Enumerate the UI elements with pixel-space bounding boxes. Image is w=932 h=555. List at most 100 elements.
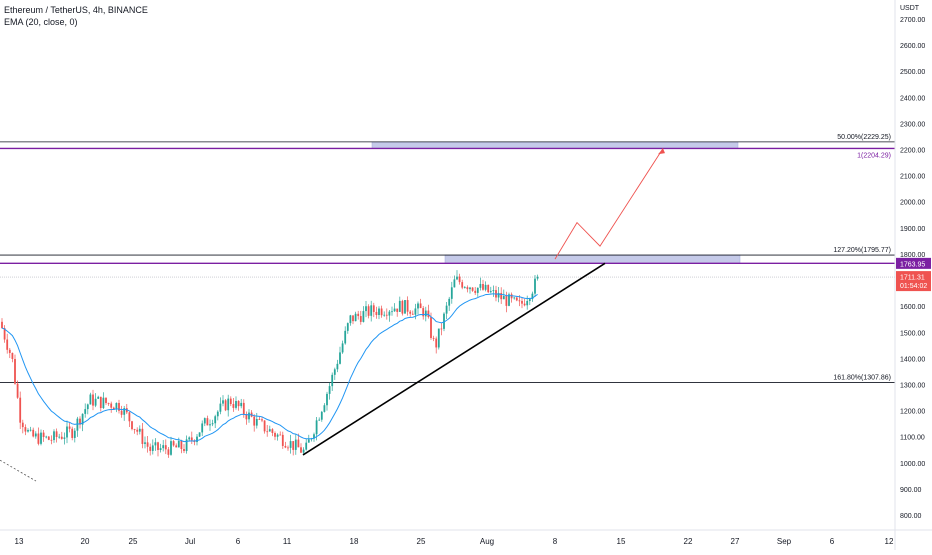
price-tick-label: 800.00	[900, 513, 922, 520]
candle	[68, 422, 71, 433]
candle-body	[232, 404, 235, 408]
candle	[521, 297, 523, 309]
candle-body	[170, 441, 172, 455]
candle-body	[55, 431, 58, 438]
candle-body	[141, 428, 144, 444]
candle	[94, 393, 97, 408]
candle-body	[328, 386, 331, 394]
candle	[255, 412, 258, 429]
candle	[172, 440, 175, 447]
candle-body	[131, 421, 133, 430]
candle	[6, 333, 9, 354]
candle	[170, 436, 172, 456]
candle	[183, 444, 185, 454]
candle-body	[401, 300, 404, 314]
candle	[339, 346, 341, 365]
candle-body	[6, 339, 9, 350]
price-tick-label: 2200.00	[900, 148, 925, 155]
candle-body	[474, 290, 477, 293]
candle	[29, 426, 32, 432]
candle-body	[437, 328, 440, 348]
candle-body	[536, 276, 539, 279]
candle-body	[440, 328, 443, 330]
time-tick-label: Sep	[777, 537, 792, 546]
candle-body	[432, 337, 435, 339]
candle	[484, 281, 487, 292]
candle-body	[297, 439, 300, 448]
candle-body	[188, 437, 191, 440]
countdown-text: 01:54:02	[900, 283, 927, 290]
candle	[237, 400, 240, 411]
candle	[84, 403, 87, 418]
candle	[125, 403, 128, 415]
candle-body	[388, 311, 391, 316]
candle-body	[284, 445, 287, 448]
candle-body	[211, 423, 214, 425]
resistance-zone	[444, 254, 741, 264]
candle-body	[76, 418, 79, 431]
candle-body	[346, 323, 349, 331]
candle	[177, 437, 180, 448]
candle-body	[19, 397, 22, 423]
candle	[453, 275, 456, 288]
candle	[3, 325, 6, 343]
candle	[50, 435, 53, 445]
candle	[508, 292, 510, 307]
candle	[268, 425, 271, 432]
time-tick-label: 13	[15, 537, 24, 546]
candle-body	[313, 434, 315, 439]
candle-body	[289, 441, 292, 448]
candle	[71, 426, 74, 441]
candle-body	[411, 313, 414, 315]
candle-body	[492, 290, 495, 292]
candle	[479, 277, 482, 291]
chart-legend: Ethereum / TetherUS, 4h, BINANCE EMA (20…	[4, 4, 148, 28]
candle	[24, 424, 27, 436]
candle	[47, 436, 50, 441]
candle-body	[391, 311, 393, 313]
candle	[175, 443, 178, 448]
candle-body	[198, 432, 201, 437]
candle	[8, 347, 11, 359]
candle	[224, 398, 227, 412]
time-tick-label: 22	[684, 537, 693, 546]
candle-body	[528, 299, 531, 301]
candle-body	[227, 398, 230, 411]
candle-body	[365, 306, 367, 312]
ema-indicator-label: EMA (20, close, 0)	[4, 17, 78, 27]
candle-body	[118, 402, 120, 411]
candle	[105, 397, 107, 405]
candle	[60, 431, 63, 440]
candle-body	[183, 448, 185, 452]
candle	[97, 395, 100, 400]
candle-body	[149, 446, 152, 451]
candle-body	[248, 412, 250, 420]
candle	[437, 328, 440, 350]
candle-body	[214, 416, 217, 424]
candle-body	[476, 287, 479, 293]
level-price-text: 1763.95	[900, 261, 925, 268]
candle	[326, 391, 328, 411]
ema-line	[1, 293, 538, 443]
candle	[505, 291, 508, 313]
candle-body	[253, 416, 256, 426]
candle	[313, 432, 315, 442]
time-tick-label: 27	[731, 537, 740, 546]
candle-body	[263, 420, 266, 432]
candle	[14, 354, 16, 385]
candle-body	[430, 317, 432, 338]
candle	[73, 428, 76, 443]
candle	[21, 419, 24, 434]
candle-body	[443, 313, 445, 329]
candle-body	[136, 429, 139, 432]
candle-body	[372, 305, 375, 312]
candle	[515, 296, 518, 302]
candle-body	[16, 383, 19, 398]
candle	[328, 382, 331, 400]
candle	[198, 432, 201, 438]
candle-body	[362, 311, 365, 322]
candle-body	[107, 403, 110, 404]
projection-arrowhead	[658, 148, 665, 155]
